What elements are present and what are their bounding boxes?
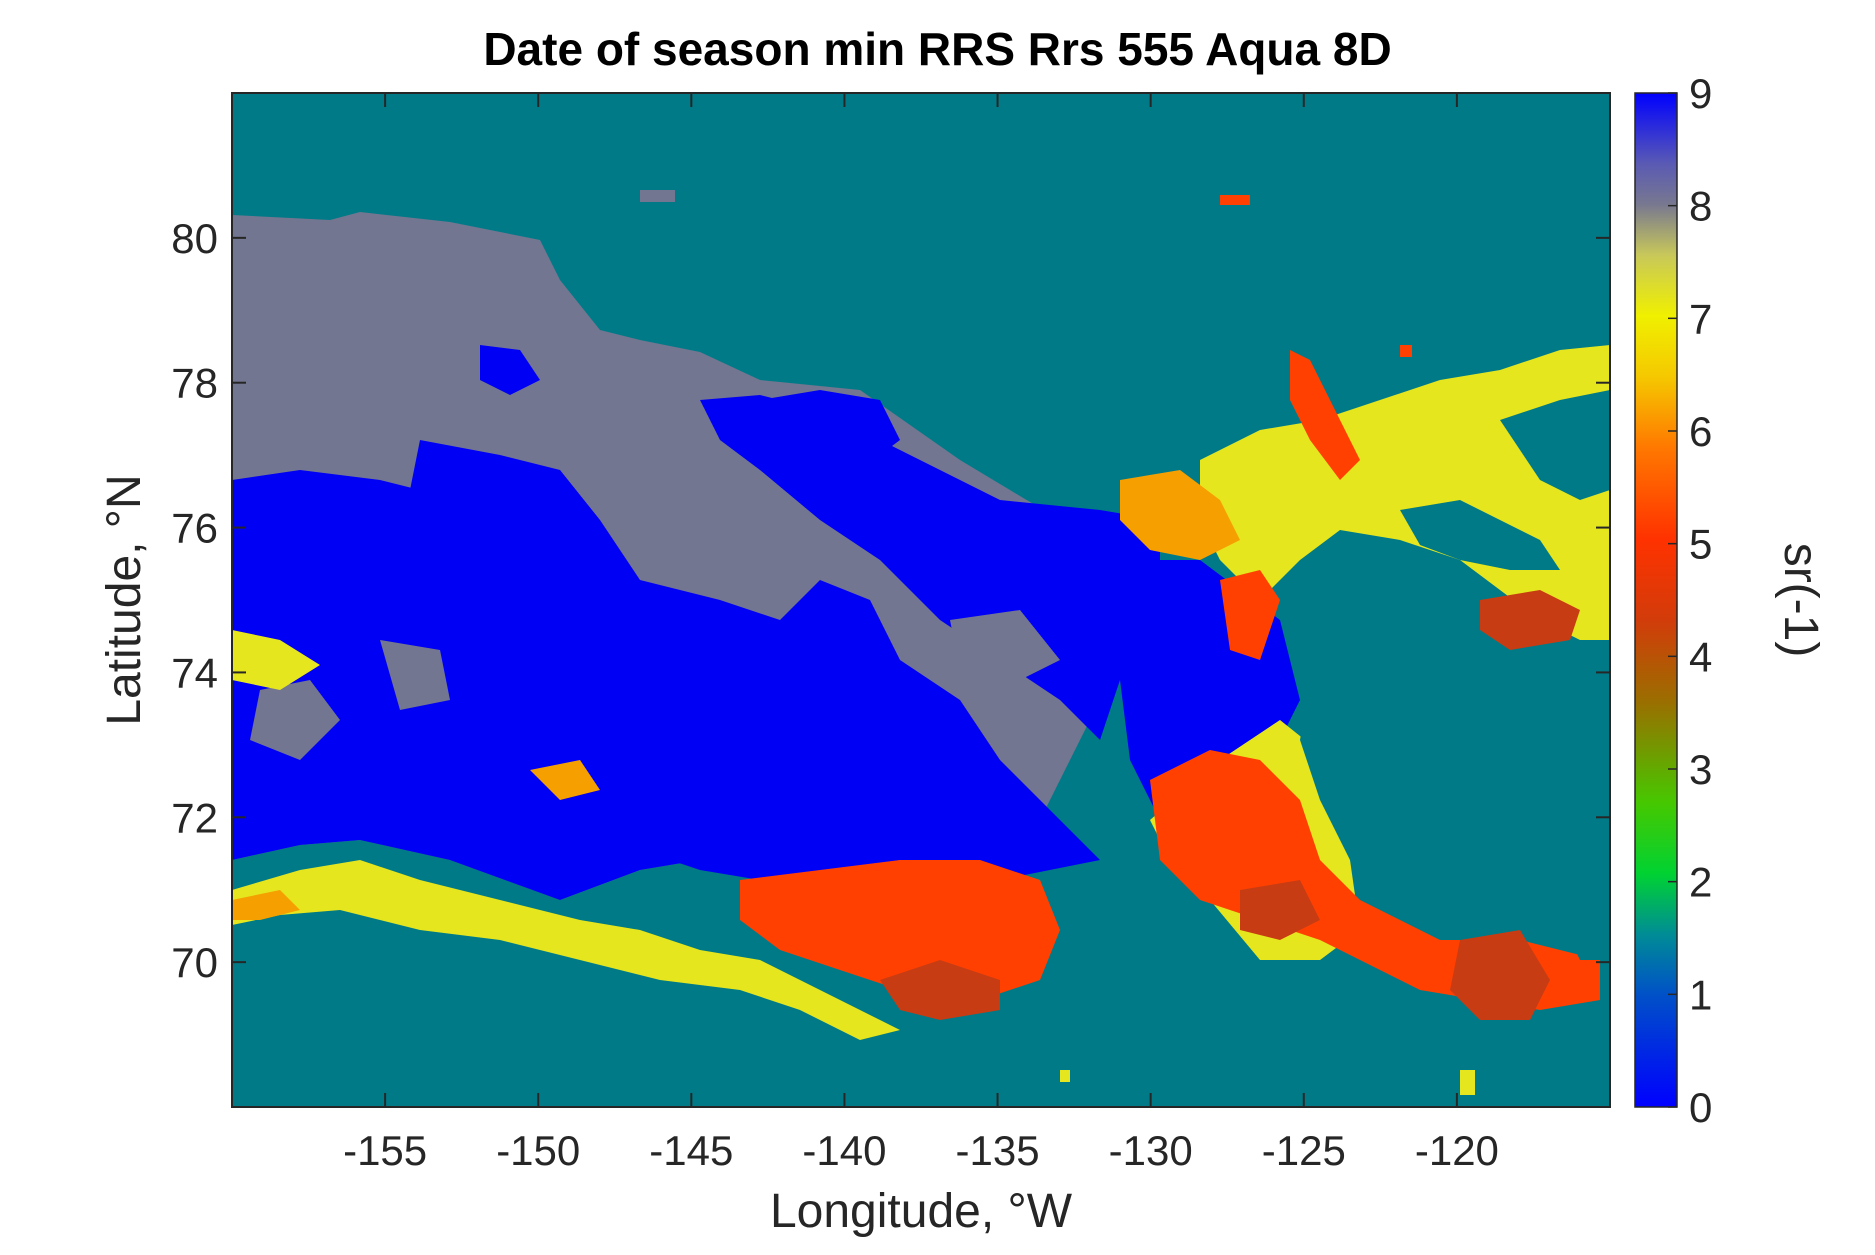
y-tick-label: 74 [171, 649, 218, 696]
x-axis: -155 -150 -145 -140 -135 -130 -125 -120 [343, 93, 1499, 1174]
region-grey-island-2 [380, 640, 450, 710]
x-tick-label: -145 [649, 1127, 733, 1174]
colorbar-tick-label: 9 [1689, 70, 1712, 117]
colorbar-gradient [1634, 92, 1678, 1108]
colorbar-tick-label: 8 [1689, 183, 1712, 230]
region-red-north [1290, 350, 1360, 480]
y-axis-label: Latitude, °N [98, 474, 151, 725]
colorbar-tick-label: 4 [1689, 633, 1712, 680]
y-tick-label: 78 [171, 360, 218, 407]
region-orange-coast [232, 890, 300, 920]
colorbar-tick-label: 3 [1689, 746, 1712, 793]
colorbar-tick-label: 5 [1689, 521, 1712, 568]
region-grey-island-1 [250, 680, 340, 760]
region-red-shelf [740, 860, 1060, 1000]
region-brown-4 [1240, 880, 1320, 940]
x-tick-label: -155 [343, 1127, 427, 1174]
region-orange-ne [1120, 470, 1240, 560]
land-banks-island [1300, 645, 1610, 890]
region-brown-2 [1450, 930, 1550, 1020]
colorbar-ticks: 0 1 2 3 4 5 6 7 8 9 [1668, 70, 1712, 1131]
region-grey-island-3 [950, 610, 1060, 690]
region-orange-west [530, 760, 600, 800]
land-parry-islands [1400, 500, 1560, 570]
y-tick-label: 72 [171, 794, 218, 841]
colorbar-tick-label: 6 [1689, 408, 1712, 455]
y-tick-label: 70 [171, 939, 218, 986]
y-tick-label: 76 [171, 505, 218, 552]
region-brown-1 [880, 960, 1000, 1020]
y-axis: 70 72 74 76 78 80 [171, 215, 1610, 986]
chart-title: Date of season min RRS Rrs 555 Aqua 8D [483, 23, 1392, 75]
map-area [232, 93, 1610, 1107]
region-red-mid [1220, 570, 1280, 660]
region-brown-3 [1480, 590, 1580, 650]
land-victoria-island [1560, 845, 1610, 960]
x-tick-label: -130 [1109, 1127, 1193, 1174]
region-yellow-west-edge [232, 630, 320, 690]
x-tick-label: -140 [802, 1127, 886, 1174]
colorbar-tick-label: 0 [1689, 1084, 1712, 1131]
land-ne-islands [1500, 390, 1610, 500]
region-blue-north [760, 390, 900, 470]
plot-frame [231, 92, 1611, 1108]
colorbar-tick-label: 7 [1689, 295, 1712, 342]
x-tick-label: -150 [496, 1127, 580, 1174]
x-axis-label: Longitude, °W [770, 1185, 1073, 1238]
colorbar-tick-label: 1 [1689, 971, 1712, 1018]
y-tick-label: 80 [171, 215, 218, 262]
region-yellow-coast [232, 860, 900, 1040]
x-tick-label: -125 [1262, 1127, 1346, 1174]
colorbar-tick-label: 2 [1689, 859, 1712, 906]
x-tick-label: -120 [1415, 1127, 1499, 1174]
region-blue-nw [480, 345, 540, 395]
x-tick-label: -135 [956, 1127, 1040, 1174]
colorbar: 0 1 2 3 4 5 6 7 8 9 sr(-1) [1634, 70, 1827, 1131]
land-alaska-coast [232, 915, 1610, 1107]
colorbar-label: sr(-1) [1774, 543, 1827, 658]
